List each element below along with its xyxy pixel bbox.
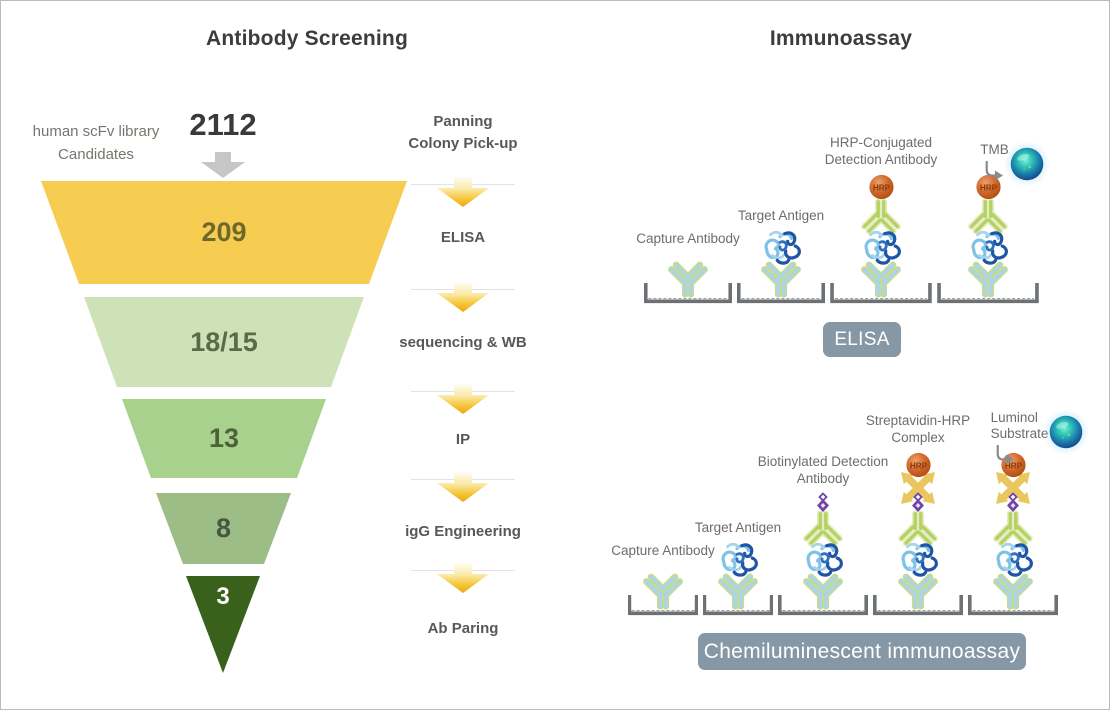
biotin-icon <box>1006 492 1020 512</box>
process-step-panning: Panning Colony Pick-up <box>408 113 518 152</box>
hrp-enzyme-icon <box>903 451 934 480</box>
capture-antibody-label: Capture Antibody <box>636 230 740 246</box>
process-step-elisa: ELISA <box>440 229 486 246</box>
capture-antibody-label: Capture Antibody <box>611 542 715 558</box>
microwell-icon <box>968 595 1058 617</box>
process-step-sequencing-wb: sequencing & WB <box>399 334 527 351</box>
funnel-stage-elisa: 18/15 <box>84 297 364 387</box>
microwell-icon <box>937 283 1039 305</box>
clia-well-streptavidin: Streptavidin-HRP Complex <box>866 386 970 617</box>
curved-arrow-icon <box>994 445 1016 465</box>
target-antigen-icon <box>966 229 1010 265</box>
process-flow-arrow <box>411 472 515 506</box>
funnel-stage-count: 3 <box>216 583 230 610</box>
target-antigen-label: Target Antigen <box>737 207 825 223</box>
luminol-substrate-label: Luminol Substrate <box>990 409 1049 441</box>
streptavidin-complex-label: Streptavidin-HRP Complex <box>865 413 971 445</box>
elisa-well-antigen: Target Antigen <box>737 99 825 305</box>
process-flow-arrow <box>411 563 515 597</box>
process-flow-arrow <box>411 177 515 211</box>
target-antigen-icon <box>759 229 803 265</box>
process-flow-arrow <box>411 282 515 316</box>
target-antigen-icon <box>801 541 845 577</box>
flow-arrow-icon <box>437 472 489 502</box>
substrate-sphere-icon <box>1043 409 1089 455</box>
elisa-diagram: Capture Antibody Target Antigen HRP-Conj… <box>636 99 1039 305</box>
funnel-stage-ip: 8 <box>156 493 291 564</box>
target-antigen-icon <box>859 229 903 265</box>
biotinylated-antibody-label: Biotinylated Detection Antibody <box>757 454 889 486</box>
down-arrow-icon <box>201 152 245 178</box>
curved-arrow-icon <box>983 161 1005 181</box>
elisa-well-detection: HRP-Conjugated Detection Antibody <box>825 99 937 305</box>
clia-well-substrate: Luminol Substrate <box>968 386 1058 617</box>
process-step-ab-pairing: Ab Paring <box>427 620 499 637</box>
process-step-igg-engineering: igG Engineering <box>405 523 521 540</box>
detection-antibody-label: HRP-Conjugated Detection Antibody <box>824 135 938 167</box>
flow-arrow-icon <box>437 384 489 414</box>
target-antigen-icon <box>896 541 940 577</box>
funnel-stage-count: 8 <box>215 513 232 543</box>
funnel-stage-pairing: 3 <box>186 576 260 673</box>
target-antigen-label: Target Antigen <box>694 519 782 535</box>
flow-arrow-icon <box>437 563 489 593</box>
funnel-stage-count: 18/15 <box>190 326 258 357</box>
chemiluminescent-diagram: Capture Antibody Target Antigen Biotinyl… <box>611 386 1058 617</box>
funnel-stage-count: 209 <box>201 217 247 247</box>
clia-well-capture: Capture Antibody <box>611 386 715 617</box>
biotin-icon <box>911 492 925 512</box>
elisa-well-capture: Capture Antibody <box>636 99 740 305</box>
library-label: human scFv library Candidates <box>32 123 160 164</box>
initial-candidate-count: 2112 <box>189 107 257 142</box>
elisa-badge: ELISA <box>823 322 901 357</box>
process-flow-arrow <box>411 384 515 418</box>
tmb-label: TMB <box>980 142 1009 157</box>
funnel-stage-count: 13 <box>208 423 240 453</box>
clia-well-biotinylated: Biotinylated Detection Antibody <box>758 386 888 617</box>
substrate-group: Luminol Substrate <box>991 409 1090 465</box>
flow-arrow-icon <box>437 177 489 207</box>
biotin-icon <box>816 492 830 512</box>
hrp-enzyme-icon <box>866 173 897 202</box>
funnel-stage-sequencing: 13 <box>122 399 326 478</box>
immunoassay-title: Immunoassay <box>769 27 913 50</box>
antibody-screening-title: Antibody Screening <box>206 27 408 50</box>
funnel-stage-panning: 209 <box>41 181 407 284</box>
process-step-ip: IP <box>455 431 471 448</box>
clia-well-antigen: Target Antigen <box>695 386 781 617</box>
elisa-well-substrate: TMB <box>937 99 1039 305</box>
substrate-sphere-icon <box>1004 141 1050 187</box>
flow-arrow-icon <box>437 282 489 312</box>
substrate-group: TMB <box>980 141 1050 187</box>
chemiluminescent-badge: Chemiluminescent immunoassay <box>698 633 1026 670</box>
target-antigen-icon <box>991 541 1035 577</box>
